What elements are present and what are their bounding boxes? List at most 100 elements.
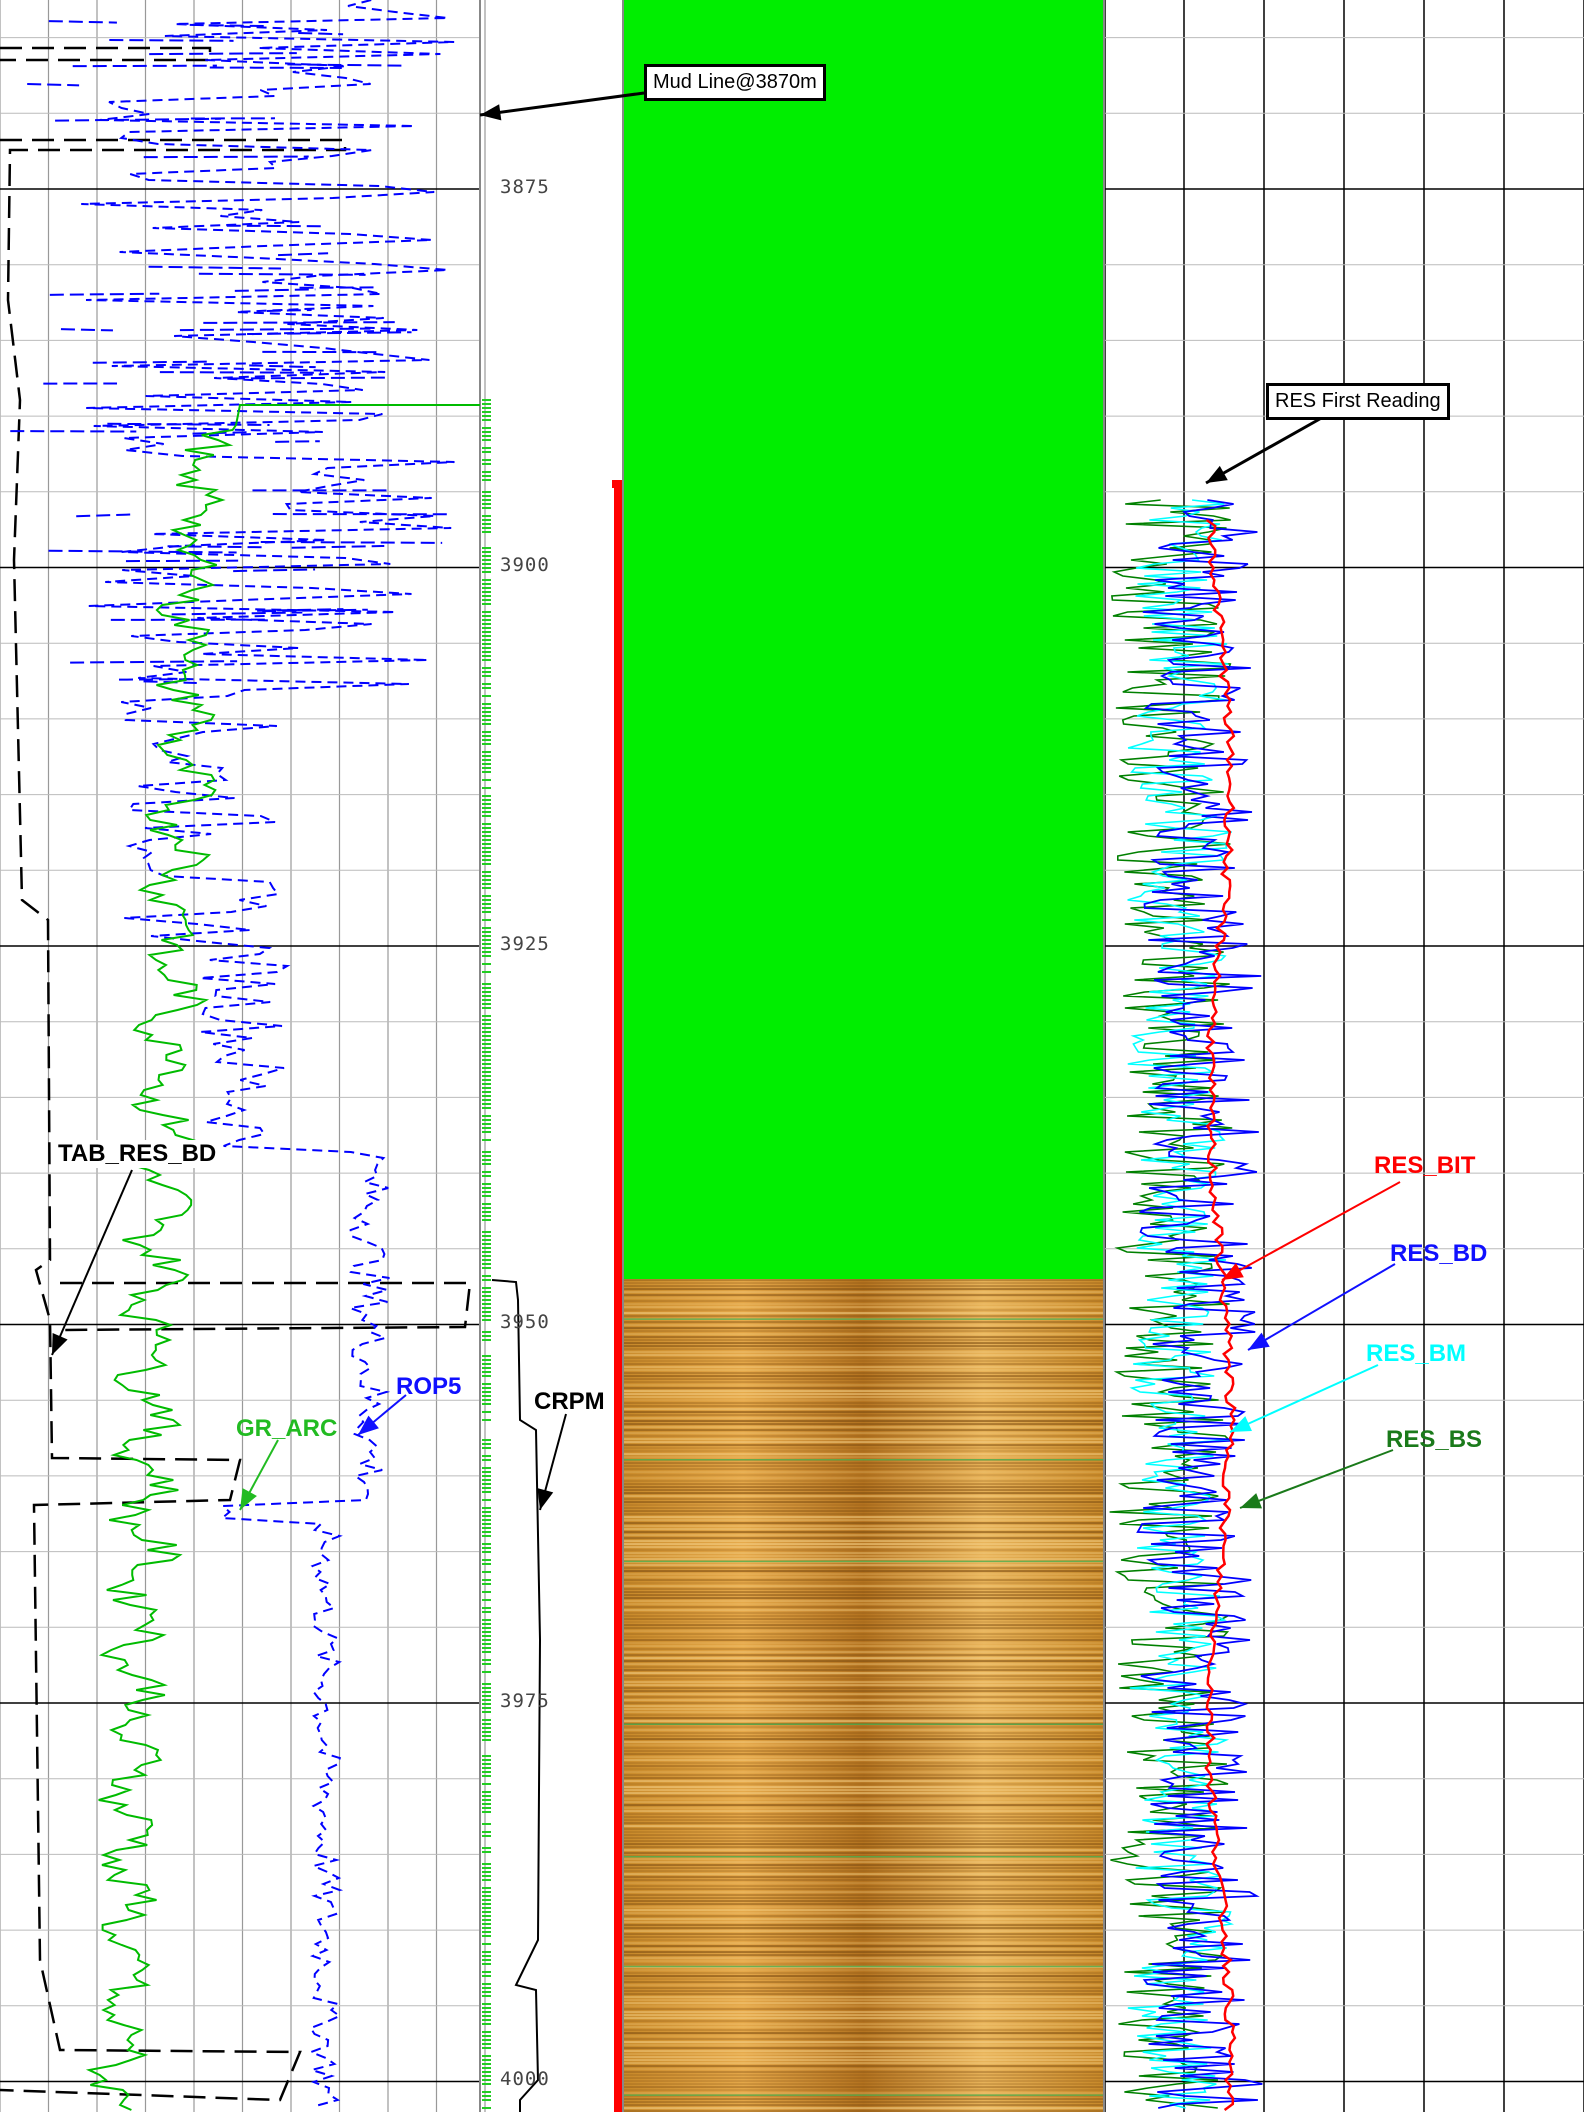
image-track	[622, 0, 1105, 2112]
rop5-curve-segment	[247, 331, 412, 336]
rop5-curve-segment	[226, 224, 322, 228]
image-texture-band	[623, 1669, 1104, 1672]
image-texture-band	[623, 2014, 1104, 2017]
mud-line-arrow	[479, 91, 645, 117]
rop5-curve-segment	[70, 660, 238, 664]
rop5-curve-segment	[48, 20, 117, 24]
image-texture-band	[623, 2041, 1104, 2044]
image-texture-band	[623, 1804, 1104, 1807]
image-texture-band	[623, 2026, 1104, 2029]
image-texture-band	[623, 1645, 1104, 1648]
image-texture-band	[623, 1609, 1104, 1612]
image-texture-band	[623, 1600, 1104, 1603]
image-texture-band	[623, 1789, 1104, 1792]
rop5-curve-segment	[298, 31, 344, 36]
image-texture-band	[623, 1705, 1104, 1708]
image-texture-band	[623, 1558, 1104, 1561]
image-texture-band	[623, 1348, 1104, 1351]
image-texture-band	[623, 1429, 1104, 1432]
image-texture-band	[623, 2023, 1104, 2026]
image-texture-band	[623, 1471, 1104, 1474]
image-texture-band	[623, 1888, 1104, 1891]
image-texture-band	[623, 1816, 1104, 1819]
image-texture-band	[623, 1732, 1104, 1735]
image-texture-band	[623, 1936, 1104, 1939]
image-texture-band	[623, 1516, 1104, 1519]
image-texture-band	[623, 1492, 1104, 1495]
rop5-curve-segment	[48, 549, 237, 554]
image-texture-band	[623, 1654, 1104, 1657]
image-texture-band	[623, 1912, 1104, 1915]
image-texture-band	[623, 1573, 1104, 1576]
image-texture-band	[623, 1537, 1104, 1540]
image-texture-band	[623, 1534, 1104, 1537]
image-texture-band	[623, 1801, 1104, 1804]
image-texture-band	[623, 2071, 1104, 2074]
image-texture-band	[623, 1462, 1104, 1465]
image-texture-band	[623, 1675, 1104, 1678]
image-texture-band	[623, 1687, 1104, 1690]
log-curves	[0, 0, 1263, 2112]
image-texture-band	[623, 1327, 1104, 1330]
image-texture-band	[623, 1381, 1104, 1384]
depth-flag-red	[614, 480, 622, 2112]
rop5-curve-segment	[107, 422, 270, 426]
image-texture-band	[623, 1810, 1104, 1813]
res-bm-arrow-head	[1230, 1416, 1252, 1432]
image-texture-band	[623, 1435, 1104, 1438]
image-texture-band	[623, 1738, 1104, 1741]
image-texture-band	[623, 1396, 1104, 1399]
image-texture-band	[623, 2005, 1104, 2008]
image-texture-band	[623, 1774, 1104, 1777]
image-texture-band	[623, 1510, 1104, 1513]
image-texture-band	[623, 1540, 1104, 1543]
depth-tick-label: 3875	[500, 176, 550, 198]
image-texture-band	[623, 1666, 1104, 1669]
image-texture-band	[623, 1762, 1104, 1765]
image-texture-band	[623, 1411, 1104, 1414]
image-texture-band	[623, 2062, 1104, 2065]
rop5-curve-segment	[109, 38, 234, 42]
tab-res-bd-curve	[0, 46, 347, 2102]
res-first-reading-callout: RES First Reading	[1266, 383, 1450, 420]
image-texture-band	[623, 1426, 1104, 1429]
image-texture-band	[623, 1525, 1104, 1528]
image-texture-band	[623, 1765, 1104, 1768]
image-texture-band	[623, 1990, 1104, 1993]
rop5-curve-segment	[203, 321, 395, 324]
image-texture-band	[623, 1621, 1104, 1624]
image-texture-band	[623, 1768, 1104, 1771]
rop5-curve-segment	[260, 540, 443, 544]
image-texture-band	[623, 1615, 1104, 1618]
image-texture-band	[623, 2065, 1104, 2068]
image-texture-band	[623, 1861, 1104, 1864]
image-texture-band	[623, 1372, 1104, 1375]
image-texture-band	[623, 1321, 1104, 1324]
image-texture-band	[623, 1882, 1104, 1885]
res-bs-arrow	[1239, 1449, 1394, 1509]
image-texture-band	[623, 1543, 1104, 1546]
image-texture-band	[623, 1972, 1104, 1975]
image-texture-band	[623, 1501, 1104, 1504]
image-texture-band	[623, 1918, 1104, 1921]
crpm-curve	[491, 1279, 542, 2112]
image-texture-band	[623, 1831, 1104, 1834]
image-texture-band	[623, 1681, 1104, 1684]
image-texture-band	[623, 1792, 1104, 1795]
image-texture-band	[623, 1594, 1104, 1597]
image-texture-band	[623, 1735, 1104, 1738]
image-texture-band	[623, 1843, 1104, 1846]
image-texture-band	[623, 1939, 1104, 1942]
image-texture-band	[623, 1837, 1104, 1840]
image-texture-band	[623, 1822, 1104, 1825]
image-texture-band	[623, 1408, 1104, 1411]
res-bit-arrow-head	[1222, 1262, 1244, 1280]
rop5-curve-segment	[148, 265, 282, 270]
image-texture-band	[623, 2011, 1104, 2014]
image-texture-band	[623, 1807, 1104, 1810]
image-texture-band	[623, 1867, 1104, 1870]
image-texture-band	[623, 1444, 1104, 1447]
image-texture-band	[623, 1585, 1104, 1588]
rop5-curve-segment	[275, 440, 320, 443]
image-texture-band	[623, 1648, 1104, 1651]
